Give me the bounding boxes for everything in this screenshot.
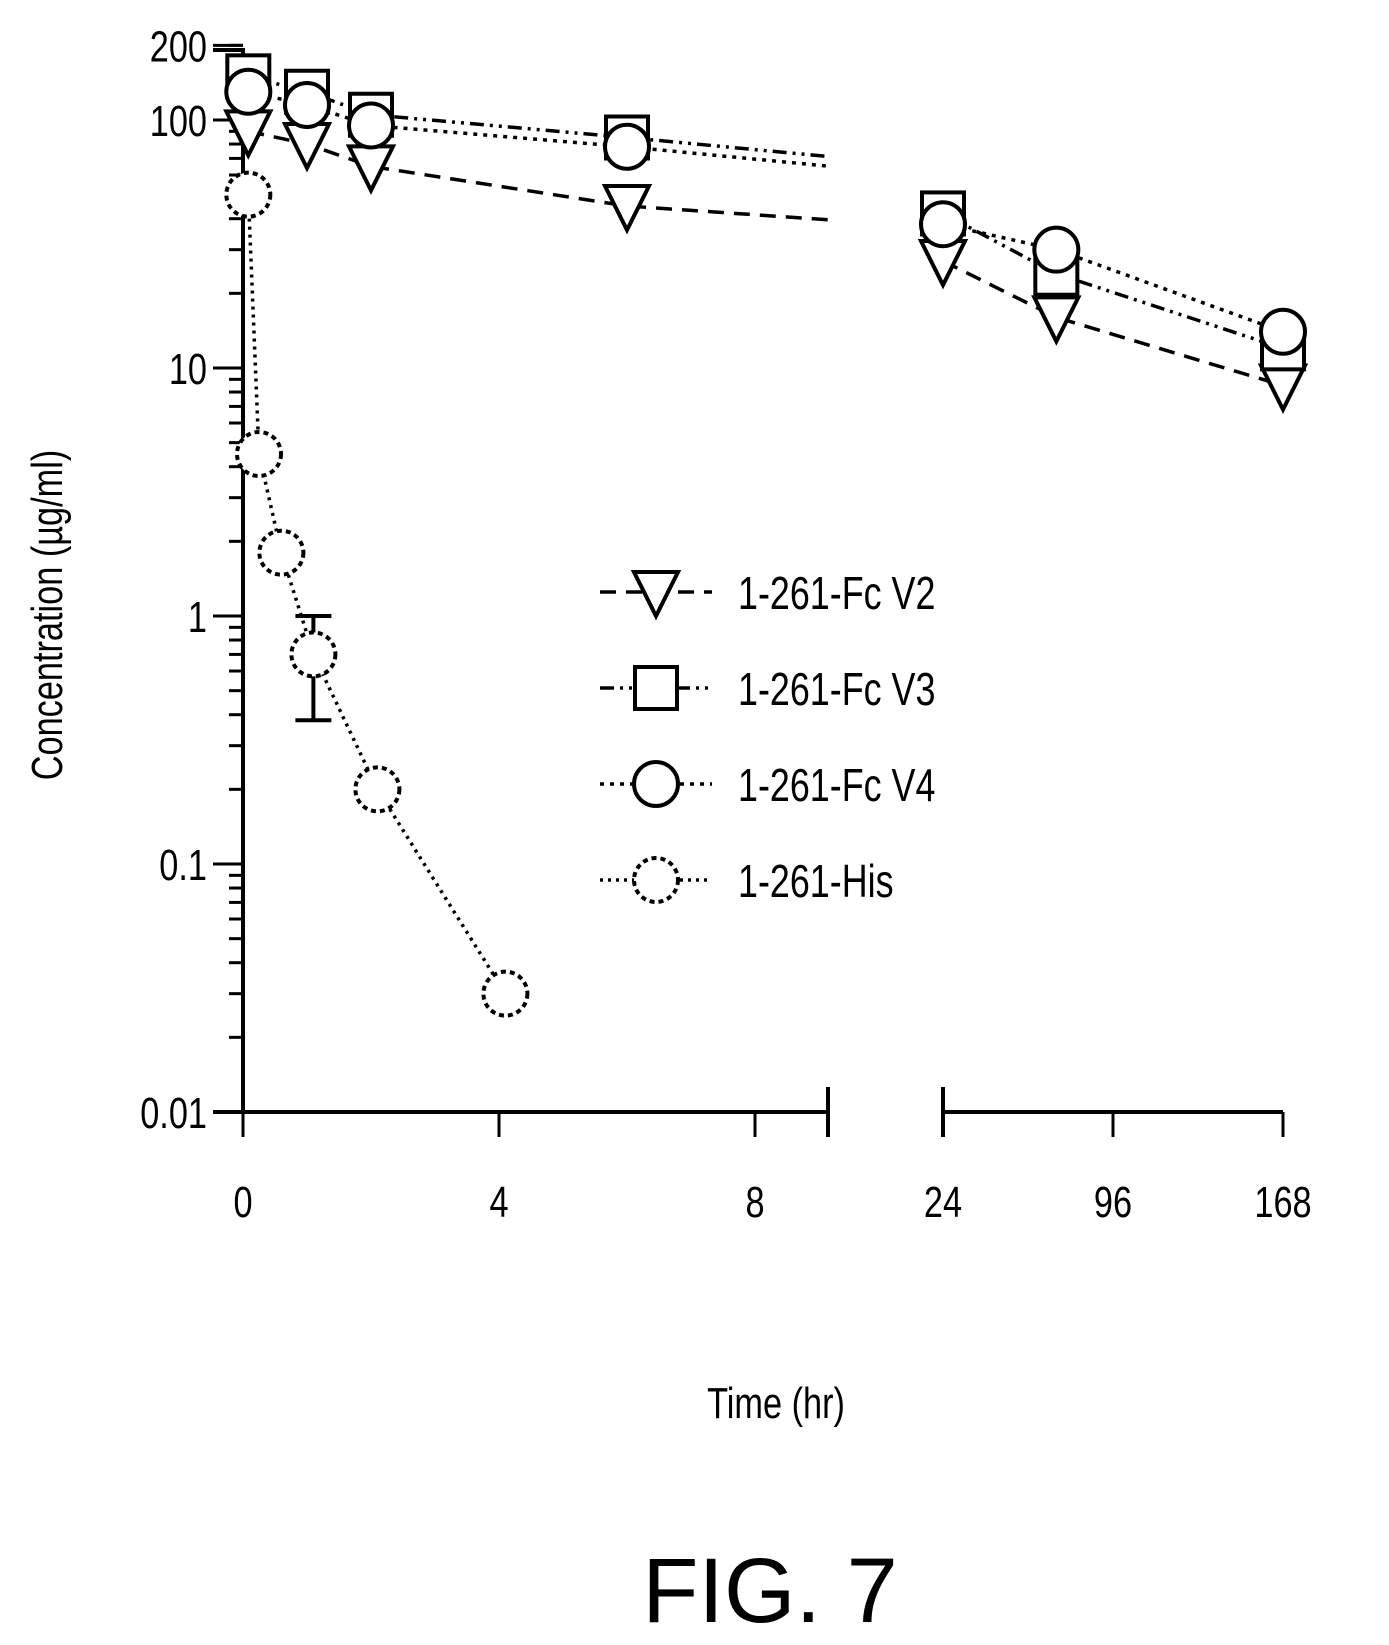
y-tick-label: 0.01 [140, 1089, 207, 1138]
data-point [257, 528, 306, 577]
y-tick-label: 1 [188, 593, 207, 642]
data-point [1257, 363, 1309, 414]
y-tick-label: 100 [150, 97, 207, 146]
data-point [603, 122, 651, 171]
series-line-right [942, 222, 1284, 334]
data-point [1259, 307, 1307, 356]
legend-item: 1-261-Fc V3 [600, 664, 935, 715]
x-tick-label: 24 [924, 1178, 962, 1227]
axes: 0.01 0.1 1 10 100 200 0 4 8 24 96 168 [140, 22, 1311, 1227]
x-axis-left-segment [213, 1087, 830, 1137]
data-point [1031, 295, 1082, 346]
figure-label: FIG. 7 [642, 1540, 898, 1642]
data-point [283, 80, 331, 129]
legend-marker [630, 570, 682, 621]
x-tick-label: 0 [233, 1178, 252, 1227]
series-4 [224, 170, 530, 1018]
legend-marker [633, 665, 679, 711]
x-axis-title: Time (hr) [707, 1379, 845, 1428]
x-ticks: 0 4 8 24 96 168 [233, 1112, 1312, 1227]
data-point [919, 200, 967, 249]
y-tick-label: 0.1 [159, 841, 207, 890]
x-tick-label: 4 [489, 1178, 508, 1227]
data-point [601, 184, 653, 235]
legend-item: 1-261-Fc V2 [600, 568, 935, 621]
legend-label: 1-261-Fc V4 [738, 760, 935, 811]
series-line-left [246, 194, 507, 995]
legend-label: 1-261-Fc V3 [738, 664, 935, 715]
data-point [224, 67, 273, 116]
series-line-right [942, 211, 1284, 351]
x-tick-label: 96 [1094, 1178, 1132, 1227]
series-3 [224, 67, 1307, 356]
legend-label: 1-261-Fc V2 [738, 568, 935, 619]
legend-item: 1-261-Fc V4 [600, 760, 935, 811]
series-line-left [247, 129, 829, 222]
legend-label: 1-261-His [738, 856, 894, 907]
series-2 [225, 53, 1306, 372]
data-point [1032, 225, 1081, 274]
legend-marker [632, 760, 680, 808]
data-point [481, 969, 530, 1018]
series-1 [223, 109, 1309, 414]
legend: 1-261-Fc V2 1-261-Fc V3 1-261-Fc V4 1-261-H… [600, 568, 935, 907]
y-axis [213, 48, 245, 1112]
series-line-right [942, 259, 1284, 388]
data-point [281, 122, 333, 173]
y-tick-label: 200 [150, 22, 207, 71]
data-point [235, 430, 283, 479]
y-tick-label: 10 [169, 345, 207, 394]
x-tick-label: 8 [745, 1178, 764, 1227]
legend-marker [632, 856, 680, 904]
data-point [347, 101, 395, 150]
series-line-left [247, 74, 829, 159]
data-point [353, 765, 402, 814]
series-layer [223, 53, 1309, 1018]
y-axis-title: Concentration (µg/ml) [23, 450, 72, 781]
x-tick-label: 168 [1254, 1178, 1311, 1227]
data-point [224, 170, 273, 219]
legend-item: 1-261-His [600, 856, 894, 907]
data-point [289, 630, 338, 679]
